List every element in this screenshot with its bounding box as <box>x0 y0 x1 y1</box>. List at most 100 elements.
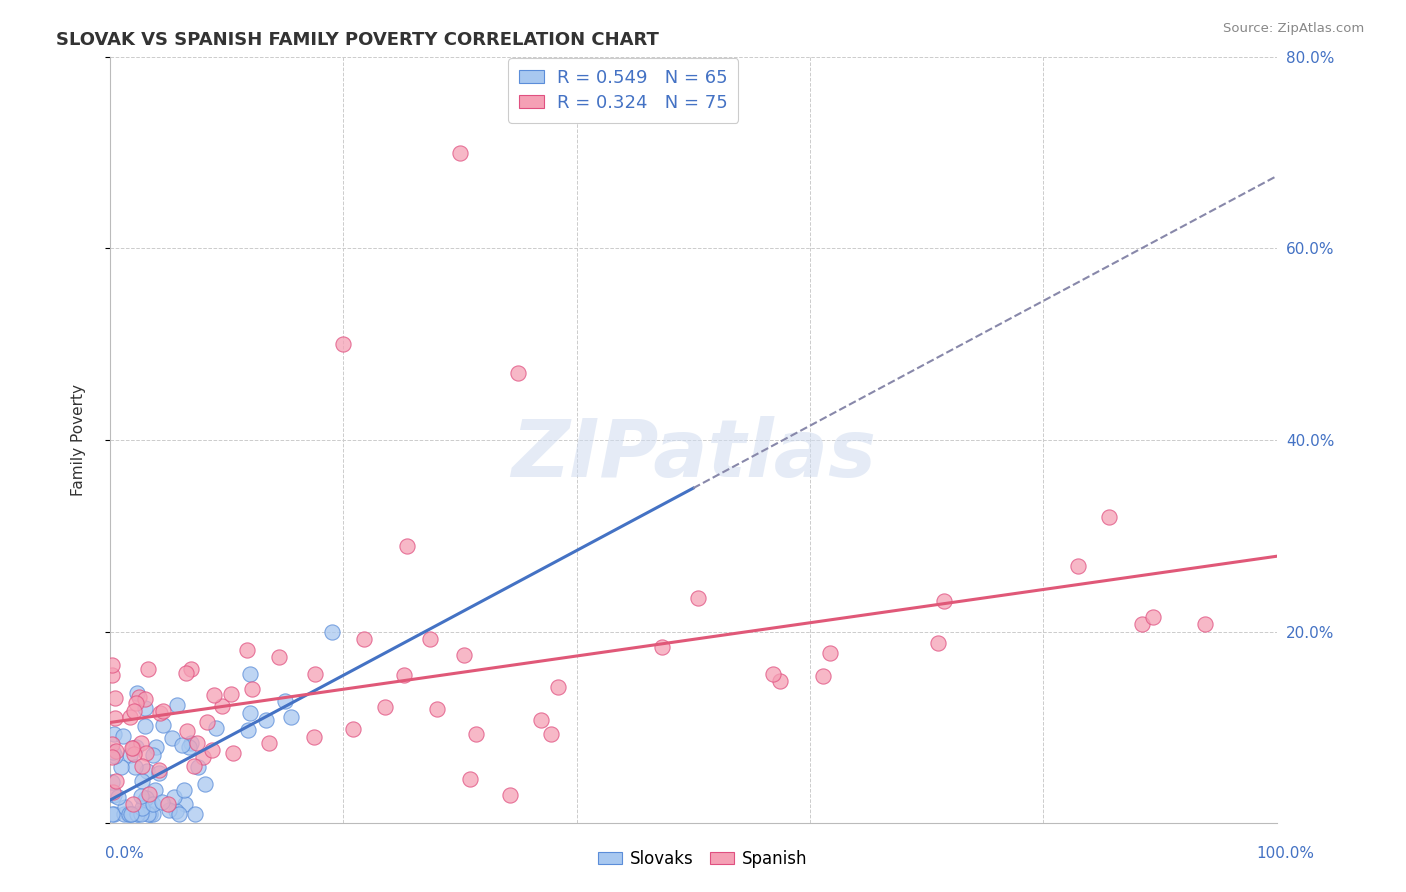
Point <box>157 803 180 817</box>
Text: ZIPatlas: ZIPatlas <box>510 417 876 494</box>
Point <box>240 681 263 696</box>
Point <box>134 692 156 706</box>
Point <box>191 749 214 764</box>
Point <box>170 738 193 752</box>
Point <box>139 806 162 821</box>
Point <box>186 736 208 750</box>
Point <box>177 740 200 755</box>
Point <box>342 722 364 736</box>
Point <box>395 540 418 554</box>
Point <box>453 648 475 662</box>
Point <box>254 713 277 727</box>
Point <box>125 806 148 821</box>
Point <box>134 719 156 733</box>
Point <box>135 746 157 760</box>
Point <box>107 790 129 805</box>
Point <box>353 632 375 646</box>
Point <box>121 806 143 821</box>
Point <box>194 777 217 791</box>
Point <box>458 772 481 786</box>
Point <box>110 760 132 774</box>
Legend: R = 0.549   N = 65, R = 0.324   N = 75: R = 0.549 N = 65, R = 0.324 N = 75 <box>508 58 738 123</box>
Point <box>129 736 152 750</box>
Point <box>205 722 228 736</box>
Point <box>148 763 170 777</box>
Point <box>426 701 449 715</box>
Point <box>103 789 125 803</box>
Point <box>121 797 143 812</box>
Point <box>117 806 139 821</box>
Legend: Slovaks, Spanish: Slovaks, Spanish <box>592 844 814 875</box>
Point <box>508 366 530 380</box>
Point <box>142 797 165 812</box>
Point <box>131 800 153 814</box>
Point <box>304 667 326 681</box>
Point <box>143 783 166 797</box>
Point <box>112 730 135 744</box>
Point <box>136 662 159 676</box>
Point <box>651 640 673 655</box>
Point <box>239 706 262 720</box>
Point <box>125 686 148 700</box>
Point <box>101 784 124 798</box>
Point <box>101 806 124 821</box>
Point <box>769 673 792 688</box>
Point <box>135 764 157 779</box>
Point <box>148 766 170 780</box>
Point <box>257 736 280 750</box>
Point <box>176 724 198 739</box>
Point <box>202 689 225 703</box>
Point <box>122 747 145 761</box>
Point <box>128 690 150 705</box>
Point <box>280 710 302 724</box>
Point <box>820 646 842 660</box>
Point <box>131 774 153 789</box>
Point <box>129 806 152 821</box>
Point <box>166 698 188 712</box>
Point <box>149 706 172 720</box>
Point <box>125 696 148 710</box>
Point <box>138 787 160 801</box>
Point <box>419 632 441 647</box>
Point <box>1194 617 1216 632</box>
Point <box>761 667 783 681</box>
Point <box>118 710 141 724</box>
Point <box>104 711 127 725</box>
Point <box>499 789 522 803</box>
Point <box>150 796 173 810</box>
Point <box>392 668 415 682</box>
Point <box>927 636 949 650</box>
Point <box>131 759 153 773</box>
Point <box>156 797 179 812</box>
Point <box>174 666 197 681</box>
Point <box>1130 616 1153 631</box>
Point <box>135 791 157 805</box>
Point <box>104 744 127 758</box>
Point <box>267 650 290 665</box>
Point <box>1067 559 1090 574</box>
Point <box>195 714 218 729</box>
Point <box>125 739 148 754</box>
Point <box>105 774 128 789</box>
Point <box>374 699 396 714</box>
Point <box>811 669 834 683</box>
Point <box>187 760 209 774</box>
Point <box>118 747 141 762</box>
Point <box>103 727 125 741</box>
Point <box>180 662 202 676</box>
Point <box>124 760 146 774</box>
Point <box>184 806 207 821</box>
Point <box>101 737 124 751</box>
Point <box>173 797 195 811</box>
Point <box>449 145 471 160</box>
Point <box>139 806 162 821</box>
Point <box>127 806 149 821</box>
Point <box>142 748 165 763</box>
Y-axis label: Family Poverty: Family Poverty <box>72 384 86 496</box>
Point <box>101 749 124 764</box>
Point <box>1142 610 1164 624</box>
Point <box>200 742 222 756</box>
Point <box>121 740 143 755</box>
Point <box>274 694 297 708</box>
Point <box>101 774 124 789</box>
